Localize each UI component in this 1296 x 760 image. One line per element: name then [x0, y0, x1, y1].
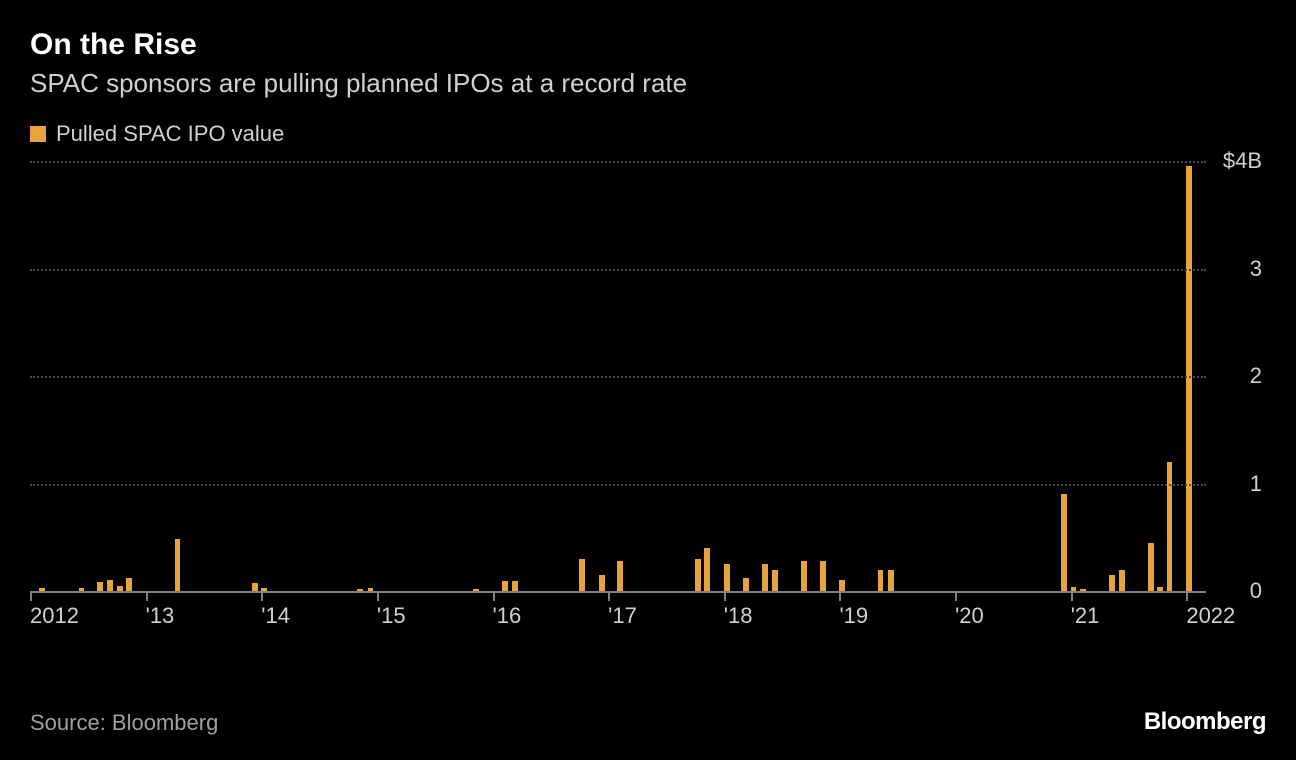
- source-text: Source: Bloomberg: [30, 710, 218, 736]
- bar: [126, 578, 132, 591]
- bar: [704, 548, 710, 591]
- bar: [820, 561, 826, 591]
- x-tick: [955, 591, 957, 601]
- bar: [579, 559, 585, 591]
- bar: [695, 559, 701, 591]
- x-axis-label: 2012: [30, 603, 79, 629]
- x-axis-label: 2022: [1186, 603, 1235, 629]
- x-axis-label: '18: [724, 603, 753, 629]
- bar: [1148, 543, 1154, 591]
- x-axis-label: '14: [261, 603, 290, 629]
- legend-swatch: [30, 126, 46, 142]
- legend: Pulled SPAC IPO value: [30, 121, 1266, 147]
- bar: [252, 583, 258, 591]
- bar: [1119, 570, 1125, 592]
- bar: [512, 581, 518, 591]
- y-axis-label: $4B: [1223, 148, 1262, 174]
- x-tick: [839, 591, 841, 601]
- plot-region: 0123$4B: [30, 161, 1206, 591]
- x-tick: [724, 591, 726, 601]
- x-tick: [261, 591, 263, 601]
- bar: [97, 582, 103, 591]
- x-axis: 2012'13'14'15'16'17'18'19'20'212022: [30, 591, 1206, 631]
- gridline: [30, 161, 1206, 163]
- bar: [1061, 494, 1067, 591]
- x-tick: [1186, 591, 1188, 601]
- bar: [1186, 166, 1192, 591]
- chart-container: On the Rise SPAC sponsors are pulling pl…: [0, 0, 1296, 760]
- bar: [772, 570, 778, 592]
- x-tick: [377, 591, 379, 601]
- x-tick: [30, 591, 32, 601]
- gridline: [30, 484, 1206, 486]
- chart-subtitle: SPAC sponsors are pulling planned IPOs a…: [30, 68, 1266, 99]
- bar: [175, 539, 181, 591]
- footer: Source: Bloomberg Bloomberg: [30, 708, 1266, 736]
- y-axis-label: 0: [1250, 578, 1262, 604]
- x-axis-label: '19: [839, 603, 868, 629]
- y-axis-label: 2: [1250, 363, 1262, 389]
- bar: [878, 570, 884, 592]
- bar: [743, 578, 749, 591]
- y-axis-label: 3: [1250, 256, 1262, 282]
- x-tick: [493, 591, 495, 601]
- chart-area: 0123$4B 2012'13'14'15'16'17'18'19'20'212…: [30, 161, 1206, 631]
- gridline: [30, 376, 1206, 378]
- bar: [839, 580, 845, 591]
- x-axis-label: '21: [1071, 603, 1100, 629]
- bar: [888, 570, 894, 592]
- bar: [1167, 462, 1173, 591]
- brand-logo: Bloomberg: [1144, 708, 1266, 736]
- bar: [599, 575, 605, 591]
- legend-label: Pulled SPAC IPO value: [56, 121, 284, 147]
- y-axis-label: 1: [1250, 471, 1262, 497]
- bar: [762, 564, 768, 591]
- bar: [107, 580, 113, 591]
- bar: [801, 561, 807, 591]
- x-tick: [146, 591, 148, 601]
- bar: [724, 564, 730, 591]
- chart-title: On the Rise: [30, 28, 1266, 62]
- x-tick: [1071, 591, 1073, 601]
- bar: [617, 561, 623, 591]
- gridline: [30, 269, 1206, 271]
- bar: [1109, 575, 1115, 591]
- x-axis-label: '16: [493, 603, 522, 629]
- x-tick: [608, 591, 610, 601]
- x-axis-label: '15: [377, 603, 406, 629]
- x-axis-label: '17: [608, 603, 637, 629]
- x-axis-label: '13: [146, 603, 175, 629]
- bar: [502, 581, 508, 591]
- x-axis-label: '20: [955, 603, 984, 629]
